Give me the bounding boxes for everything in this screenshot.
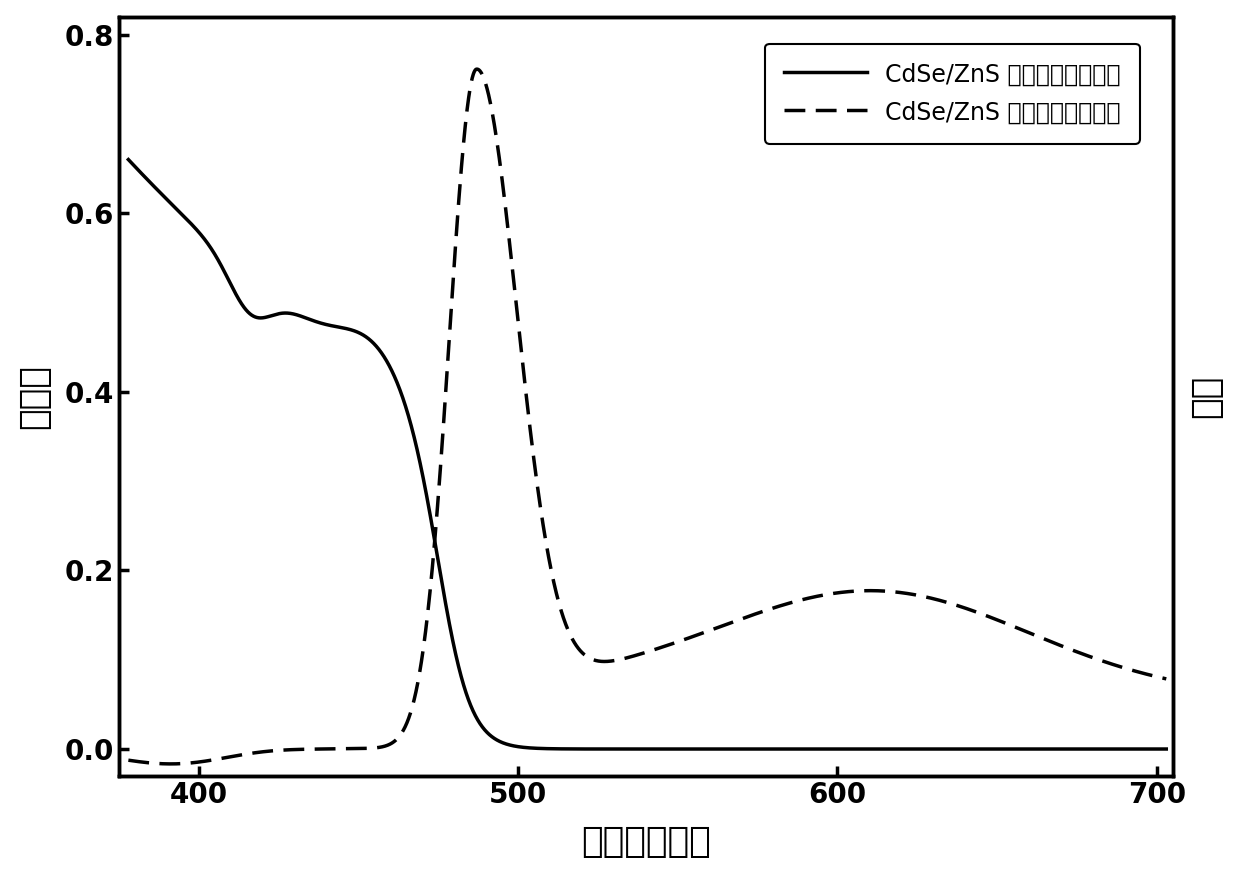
CdSe/ZnS 量子点的发光光谱 <box>1127 666 1142 676</box>
CdSe/ZnS 量子点的发光光谱 <box>122 755 136 766</box>
CdSe/ZnS 量子点的吸收光谱 <box>875 744 890 754</box>
CdSe/ZnS 量子点的吸收光谱 <box>1075 744 1090 754</box>
CdSe/ZnS 量子点的发光光谱 <box>470 64 485 74</box>
CdSe/ZnS 量子点的吸收光谱 <box>557 744 572 754</box>
Line: CdSe/ZnS 量子点的发光光谱: CdSe/ZnS 量子点的发光光谱 <box>129 69 1167 764</box>
Legend: CdSe/ZnS 量子点的吸收光谱, CdSe/ZnS 量子点的发光光谱: CdSe/ZnS 量子点的吸收光谱, CdSe/ZnS 量子点的发光光谱 <box>765 44 1140 144</box>
CdSe/ZnS 量子点的吸收光谱 <box>122 154 136 165</box>
CdSe/ZnS 量子点的发光光谱 <box>164 759 179 769</box>
CdSe/ZnS 量子点的吸收光谱 <box>614 744 629 754</box>
Y-axis label: 吸光度: 吸光度 <box>16 364 51 428</box>
CdSe/ZnS 量子点的吸收光谱 <box>565 744 580 754</box>
CdSe/ZnS 量子点的吸收光谱 <box>1127 744 1142 754</box>
CdSe/ZnS 量子点的发光光谱 <box>558 617 573 627</box>
CdSe/ZnS 量子点的发光光谱 <box>565 635 580 646</box>
X-axis label: 波长（纳米）: 波长（纳米） <box>580 825 711 859</box>
CdSe/ZnS 量子点的发光光谱 <box>1076 649 1091 660</box>
CdSe/ZnS 量子点的发光光谱 <box>875 586 890 597</box>
Line: CdSe/ZnS 量子点的吸收光谱: CdSe/ZnS 量子点的吸收光谱 <box>129 159 1167 749</box>
CdSe/ZnS 量子点的吸收光谱 <box>1159 744 1174 754</box>
Y-axis label: 强度: 强度 <box>1189 375 1224 418</box>
CdSe/ZnS 量子点的发光光谱 <box>615 653 630 664</box>
CdSe/ZnS 量子点的发光光谱 <box>1159 674 1174 684</box>
